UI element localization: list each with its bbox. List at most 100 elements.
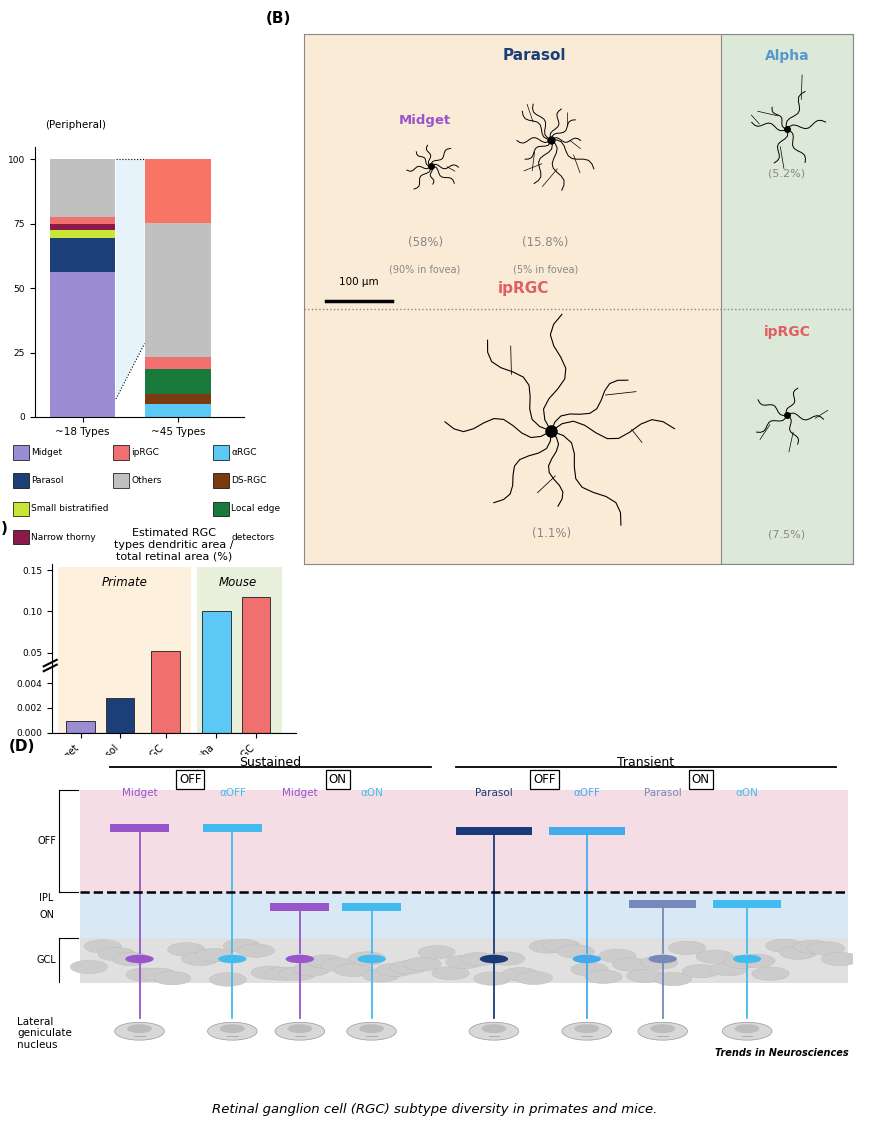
Text: Local edge: Local edge (231, 505, 280, 513)
Ellipse shape (479, 955, 507, 964)
Text: Retinal ganglion cell (RGC) subtype diversity in primates and mice.: Retinal ganglion cell (RGC) subtype dive… (212, 1103, 657, 1117)
Bar (270, 903, 329, 912)
Circle shape (265, 967, 302, 980)
Circle shape (793, 940, 830, 953)
Circle shape (459, 952, 496, 966)
Text: Parasol: Parasol (31, 477, 63, 485)
Text: ON: ON (691, 773, 709, 786)
Circle shape (653, 973, 691, 986)
Circle shape (208, 1022, 257, 1040)
Text: Mouse: Mouse (218, 576, 256, 589)
Text: OFF: OFF (37, 836, 56, 846)
Circle shape (806, 942, 844, 955)
Circle shape (721, 1022, 771, 1040)
Circle shape (275, 1022, 324, 1040)
Text: (58%): (58%) (407, 236, 442, 249)
Circle shape (820, 952, 858, 966)
Text: OFF: OFF (533, 773, 555, 786)
Circle shape (335, 964, 371, 977)
Circle shape (140, 968, 176, 982)
Text: αOFF: αOFF (219, 788, 245, 798)
Ellipse shape (285, 955, 314, 964)
Bar (80, 893, 847, 938)
Bar (145, 370, 210, 393)
Text: (5% in fovea): (5% in fovea) (513, 264, 578, 274)
Circle shape (649, 1024, 674, 1033)
Bar (202, 824, 262, 832)
Text: (90% in fovea): (90% in fovea) (389, 264, 461, 274)
Circle shape (637, 1022, 687, 1040)
Circle shape (359, 1024, 383, 1033)
Circle shape (127, 1024, 152, 1033)
Circle shape (362, 968, 399, 982)
Circle shape (612, 958, 649, 971)
Circle shape (626, 969, 663, 983)
Circle shape (695, 950, 733, 964)
Bar (50, 230, 116, 238)
Circle shape (501, 967, 538, 980)
Circle shape (182, 952, 218, 966)
Circle shape (293, 962, 329, 976)
Bar (548, 827, 624, 835)
Bar (50, 159, 116, 218)
Text: Narrow thorny: Narrow thorny (31, 533, 96, 541)
Circle shape (115, 1022, 164, 1040)
Bar (50, 273, 116, 417)
Text: (15.8%): (15.8%) (522, 236, 568, 249)
Circle shape (209, 973, 246, 986)
Circle shape (514, 971, 552, 985)
Bar (151, 651, 180, 733)
Ellipse shape (732, 955, 760, 964)
Y-axis label: Total RGC %: Total RGC % (0, 248, 3, 316)
Circle shape (640, 956, 677, 969)
Bar (145, 357, 210, 370)
Bar (80, 938, 847, 983)
Bar (106, 698, 134, 733)
Circle shape (112, 952, 149, 966)
Circle shape (723, 955, 760, 968)
Text: Parasol: Parasol (502, 48, 566, 63)
Text: Midget: Midget (122, 788, 157, 798)
Circle shape (417, 946, 454, 959)
Text: detectors: detectors (231, 533, 275, 541)
Bar (145, 223, 210, 357)
Circle shape (98, 948, 135, 961)
Circle shape (779, 946, 816, 959)
Text: (7.5%): (7.5%) (767, 529, 805, 539)
Text: GCL: GCL (36, 956, 56, 966)
Circle shape (376, 964, 413, 977)
Text: ipRGC: ipRGC (762, 325, 809, 339)
Circle shape (223, 939, 260, 952)
Text: IPL: IPL (39, 893, 54, 903)
Circle shape (70, 960, 107, 974)
Text: Midget: Midget (399, 114, 451, 127)
Circle shape (445, 956, 482, 968)
Text: Transient: Transient (617, 756, 673, 770)
Circle shape (481, 1024, 506, 1033)
Circle shape (574, 1024, 599, 1033)
Circle shape (84, 940, 121, 953)
Bar (145, 159, 210, 223)
Ellipse shape (572, 955, 600, 964)
Title: Estimated RGC
types dendritic area /
total retinal area (%): Estimated RGC types dendritic area / tot… (114, 529, 234, 561)
Circle shape (487, 952, 524, 966)
Text: Trends in Neurosciences: Trends in Neurosciences (714, 1048, 847, 1058)
Text: (1.1%): (1.1%) (531, 527, 570, 540)
Circle shape (737, 955, 774, 967)
Text: 100 μm: 100 μm (339, 277, 379, 287)
Text: ON: ON (328, 773, 347, 786)
Text: (5.2%): (5.2%) (767, 169, 805, 179)
Bar (50, 218, 116, 224)
Bar (628, 900, 696, 908)
Circle shape (403, 957, 441, 970)
Text: Parasol: Parasol (474, 788, 512, 798)
Circle shape (348, 952, 385, 965)
Circle shape (390, 960, 427, 974)
Bar (50, 238, 116, 273)
Text: αON: αON (735, 788, 758, 798)
Circle shape (279, 967, 315, 980)
Ellipse shape (125, 955, 154, 964)
Text: OFF: OFF (179, 773, 201, 786)
Circle shape (126, 968, 163, 982)
Circle shape (468, 1022, 518, 1040)
